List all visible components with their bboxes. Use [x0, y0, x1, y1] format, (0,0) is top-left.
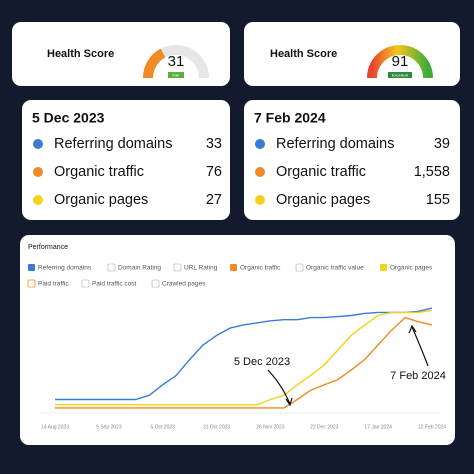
badge [168, 72, 184, 78]
x-tick-label: 26 Nov 2023 [256, 424, 285, 430]
stat-value: 33 [206, 136, 222, 152]
health-title: Health Score [47, 48, 114, 60]
health-card [12, 22, 230, 86]
annotation: 7 Feb 2024 [390, 370, 446, 382]
legend: Referring domains Domain Rating URL Rati… [27, 263, 433, 288]
health-score: 31 [168, 53, 185, 70]
legend-box[interactable] [380, 264, 387, 271]
legend-box[interactable] [230, 264, 237, 271]
series-line [55, 307, 433, 401]
legend-text: Organic traffic value [306, 265, 364, 272]
legend-text: Domain Rating [118, 265, 161, 272]
x-tick-label: 14 Aug 2023 [41, 424, 69, 430]
stat-card [244, 100, 460, 220]
legend-text: Organic pages [390, 265, 433, 272]
x-tick-label: 12 Feb 2024 [418, 424, 446, 430]
legend-box[interactable] [151, 279, 160, 288]
stat-dot [33, 139, 43, 149]
chart-title: Performance [28, 244, 68, 251]
legend-box[interactable] [107, 263, 116, 272]
stat-dot [255, 167, 265, 177]
stat-value: 76 [206, 164, 222, 180]
legend-text: Referring domains [38, 265, 92, 272]
legend-text: Crawled pages [162, 281, 206, 288]
stat-label: Organic traffic [54, 164, 144, 180]
stat-dot [33, 195, 43, 205]
stat-card [22, 100, 230, 220]
badge [388, 72, 412, 78]
stat-value: 39 [434, 136, 450, 152]
x-tick-label: 31 Oct 2023 [203, 424, 230, 430]
stat-date: 7 Feb 2024 [254, 110, 326, 126]
series-line [55, 316, 433, 409]
annotation-arrow [285, 397, 293, 407]
x-tick-label: 17 Jan 2024 [364, 424, 392, 430]
stat-label: Organic traffic [276, 164, 366, 180]
annotation-arrow [411, 326, 429, 367]
stat-date: 5 Dec 2023 [32, 110, 105, 126]
stat-value: 1,558 [414, 164, 450, 180]
legend-box[interactable] [81, 279, 90, 288]
badge-text: Fair [173, 72, 181, 77]
stats: 5 Dec 2023 Referring domains 33 Organic tra… [32, 110, 450, 208]
stat-label: Referring domains [276, 136, 394, 152]
stat-label: Organic pages [276, 192, 370, 208]
legend-text: Paid traffic cost [92, 281, 137, 288]
legend-text: Paid traffic [38, 281, 69, 288]
annotation-arrow [267, 369, 291, 405]
x-tick-label: 22 Dec 2023 [310, 424, 339, 430]
badge-text: Excellent [392, 72, 409, 77]
legend-text: URL Rating [184, 265, 218, 272]
stat-value: 27 [206, 192, 222, 208]
legend-text: Organic traffic [240, 265, 281, 272]
stat-label: Organic pages [54, 192, 148, 208]
health-card [244, 22, 460, 86]
gauge-fill [367, 45, 433, 79]
gauge-fill [142, 48, 166, 79]
stat-value: 155 [426, 192, 450, 208]
legend-box[interactable] [295, 263, 304, 272]
stat-dot [255, 195, 265, 205]
chart-card [20, 235, 455, 445]
stat-label: Referring domains [54, 136, 172, 152]
x-tick-label: 9 Sep 2023 [96, 424, 122, 430]
legend-box[interactable] [28, 264, 35, 271]
series-line [55, 309, 433, 406]
annotation-arrow [408, 324, 417, 334]
health-score: 91 [392, 53, 409, 70]
health-title: Health Score [270, 48, 337, 60]
stat-dot [33, 167, 43, 177]
annotation: 5 Dec 2023 [234, 356, 290, 368]
stat-dot [255, 139, 265, 149]
legend-box[interactable] [27, 279, 36, 288]
legend-box[interactable] [173, 263, 182, 272]
plot: 14 Aug 2023 9 Sep 2023 5 Oct 2023 31 Oct 20… [41, 307, 446, 430]
x-tick-label: 5 Oct 2023 [150, 424, 175, 430]
